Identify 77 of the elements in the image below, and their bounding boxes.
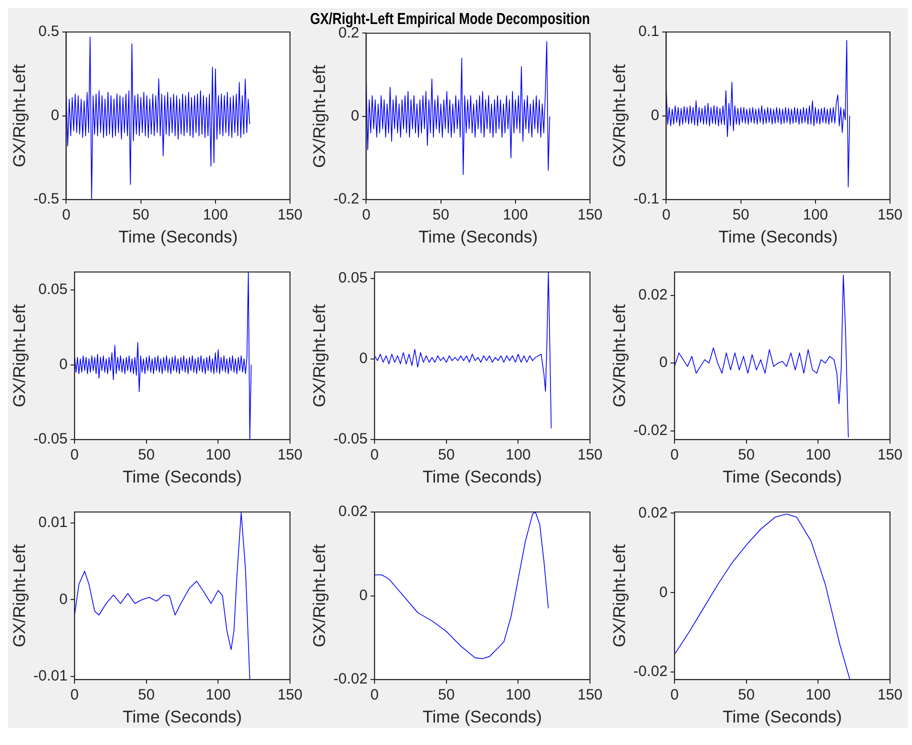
x-tick-label: 150 [877,686,903,704]
x-tick-label: 100 [802,206,828,224]
x-tick-label: 150 [877,446,903,464]
x-tick-label: 150 [277,206,303,224]
y-tick-label: 0 [59,356,68,373]
x-tick-label: 100 [206,446,231,464]
x-tick-label: 0 [70,446,79,464]
y-tick-label: 0.01 [38,514,68,531]
x-tick-label: 50 [138,686,155,704]
y-tick-label: 0 [359,350,368,368]
y-tick-label: 0 [359,586,368,604]
x-axis-title: Time (Seconds) [722,707,842,726]
y-tick-label: 0.1 [638,23,660,40]
y-tick-label: -0.05 [33,430,68,448]
y-tick-label: 0.05 [338,270,368,287]
x-tick-label: 50 [132,206,150,224]
x-tick-label: 150 [577,446,603,464]
y-tick-label: 0.02 [638,286,668,304]
y-tick-label: 0 [350,108,360,125]
y-tick-label: 0 [650,106,660,124]
x-tick-label: 100 [502,206,528,224]
x-tick-label: 50 [732,206,750,224]
x-axis-title: Time (Seconds) [422,707,542,726]
y-tick-label: 0 [659,354,668,372]
y-axis-title: GX/Right-Left [310,544,329,648]
x-tick-label: 100 [506,446,531,464]
y-tick-label: 0.05 [38,281,68,298]
x-tick-label: 0 [670,446,679,464]
x-axis-title: Time (Seconds) [118,227,238,246]
x-tick-label: 100 [806,686,831,704]
x-tick-label: 50 [438,686,455,704]
x-tick-label: 150 [577,686,603,704]
y-axis-title: GX/Right-Left [610,64,629,168]
x-tick-label: 50 [738,446,755,464]
x-tick-label: 100 [202,206,228,224]
x-axis-title: Time (Seconds) [122,707,242,726]
y-tick-label: 0.02 [638,504,668,522]
y-axis-title: GX/Right-Left [610,304,629,408]
x-tick-label: 100 [506,686,531,704]
x-tick-label: 0 [370,686,379,704]
y-tick-label: 0.02 [338,503,368,520]
x-tick-label: 150 [877,206,903,224]
x-tick-label: 150 [277,446,303,464]
y-axis-title: GX/Right-Left [10,544,29,648]
y-tick-label: -0.05 [333,430,368,448]
y-axis-title: GX/Right-Left [310,64,329,168]
x-tick-label: 150 [577,206,603,224]
y-tick-label: 0 [59,590,68,608]
x-tick-label: 0 [670,686,679,704]
y-tick-label: -0.5 [33,190,60,208]
y-tick-label: -0.2 [333,190,360,208]
x-tick-label: 50 [738,686,755,704]
y-tick-label: -0.02 [633,663,668,680]
x-axis-title: Time (Seconds) [718,227,838,246]
y-tick-label: -0.02 [633,422,668,439]
x-axis-title: Time (Seconds) [418,227,538,246]
x-tick-label: 50 [438,446,455,464]
y-tick-label: -0.02 [333,670,368,688]
x-tick-label: 0 [370,446,379,464]
x-tick-label: 100 [206,686,231,704]
x-tick-label: 0 [70,686,79,704]
y-tick-label: -0.1 [633,190,660,208]
y-axis-title: GX/Right-Left [10,304,29,408]
x-axis-title: Time (Seconds) [422,467,542,486]
y-tick-label: 0 [50,106,60,124]
x-axis-title: Time (Seconds) [122,467,242,486]
y-axis-title: GX/Right-Left [310,304,329,408]
x-tick-label: 50 [432,206,450,224]
y-axis-title: GX/Right-Left [10,64,29,168]
x-axis-title: Time (Seconds) [722,467,842,486]
y-tick-label: 0 [659,584,668,601]
y-tick-label: 0.5 [38,23,60,40]
x-tick-label: 50 [138,446,155,464]
x-tick-label: 100 [806,446,831,464]
x-tick-label: 150 [277,686,303,704]
y-tick-label: -0.01 [33,668,68,685]
y-axis-title: GX/Right-Left [610,544,629,648]
